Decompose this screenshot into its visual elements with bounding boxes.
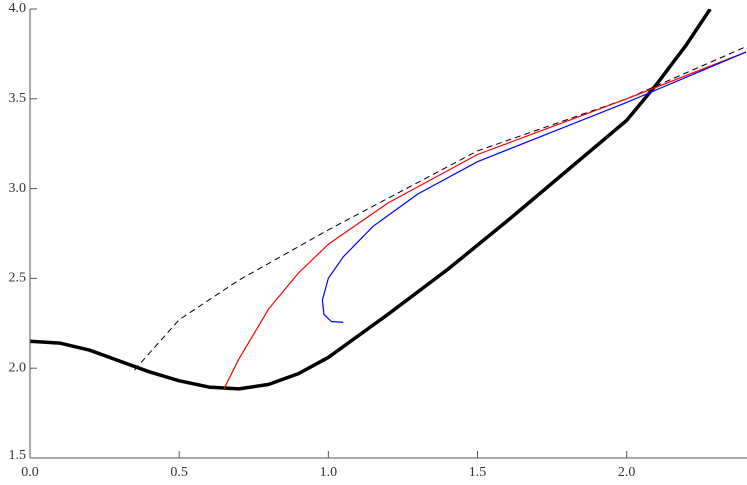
x-tick-label: 0.0 xyxy=(21,465,39,480)
x-tick-label: 0.5 xyxy=(170,465,188,480)
x-tick-label: 1.5 xyxy=(469,465,487,480)
y-tick-label: 3.0 xyxy=(9,181,27,196)
y-tick-label: 4.0 xyxy=(9,1,27,16)
x-tick-label: 2.0 xyxy=(618,465,636,480)
curve xyxy=(30,9,712,391)
x-tick-label: 1.0 xyxy=(320,465,338,480)
curve xyxy=(223,51,747,390)
curve xyxy=(134,46,747,371)
y-tick-label: 2.5 xyxy=(9,271,27,286)
y-tick-label: 2.0 xyxy=(9,360,27,375)
curve xyxy=(321,51,747,323)
y-tick-label: 3.5 xyxy=(9,91,27,106)
y-tick-label: 1.5 xyxy=(9,448,27,463)
